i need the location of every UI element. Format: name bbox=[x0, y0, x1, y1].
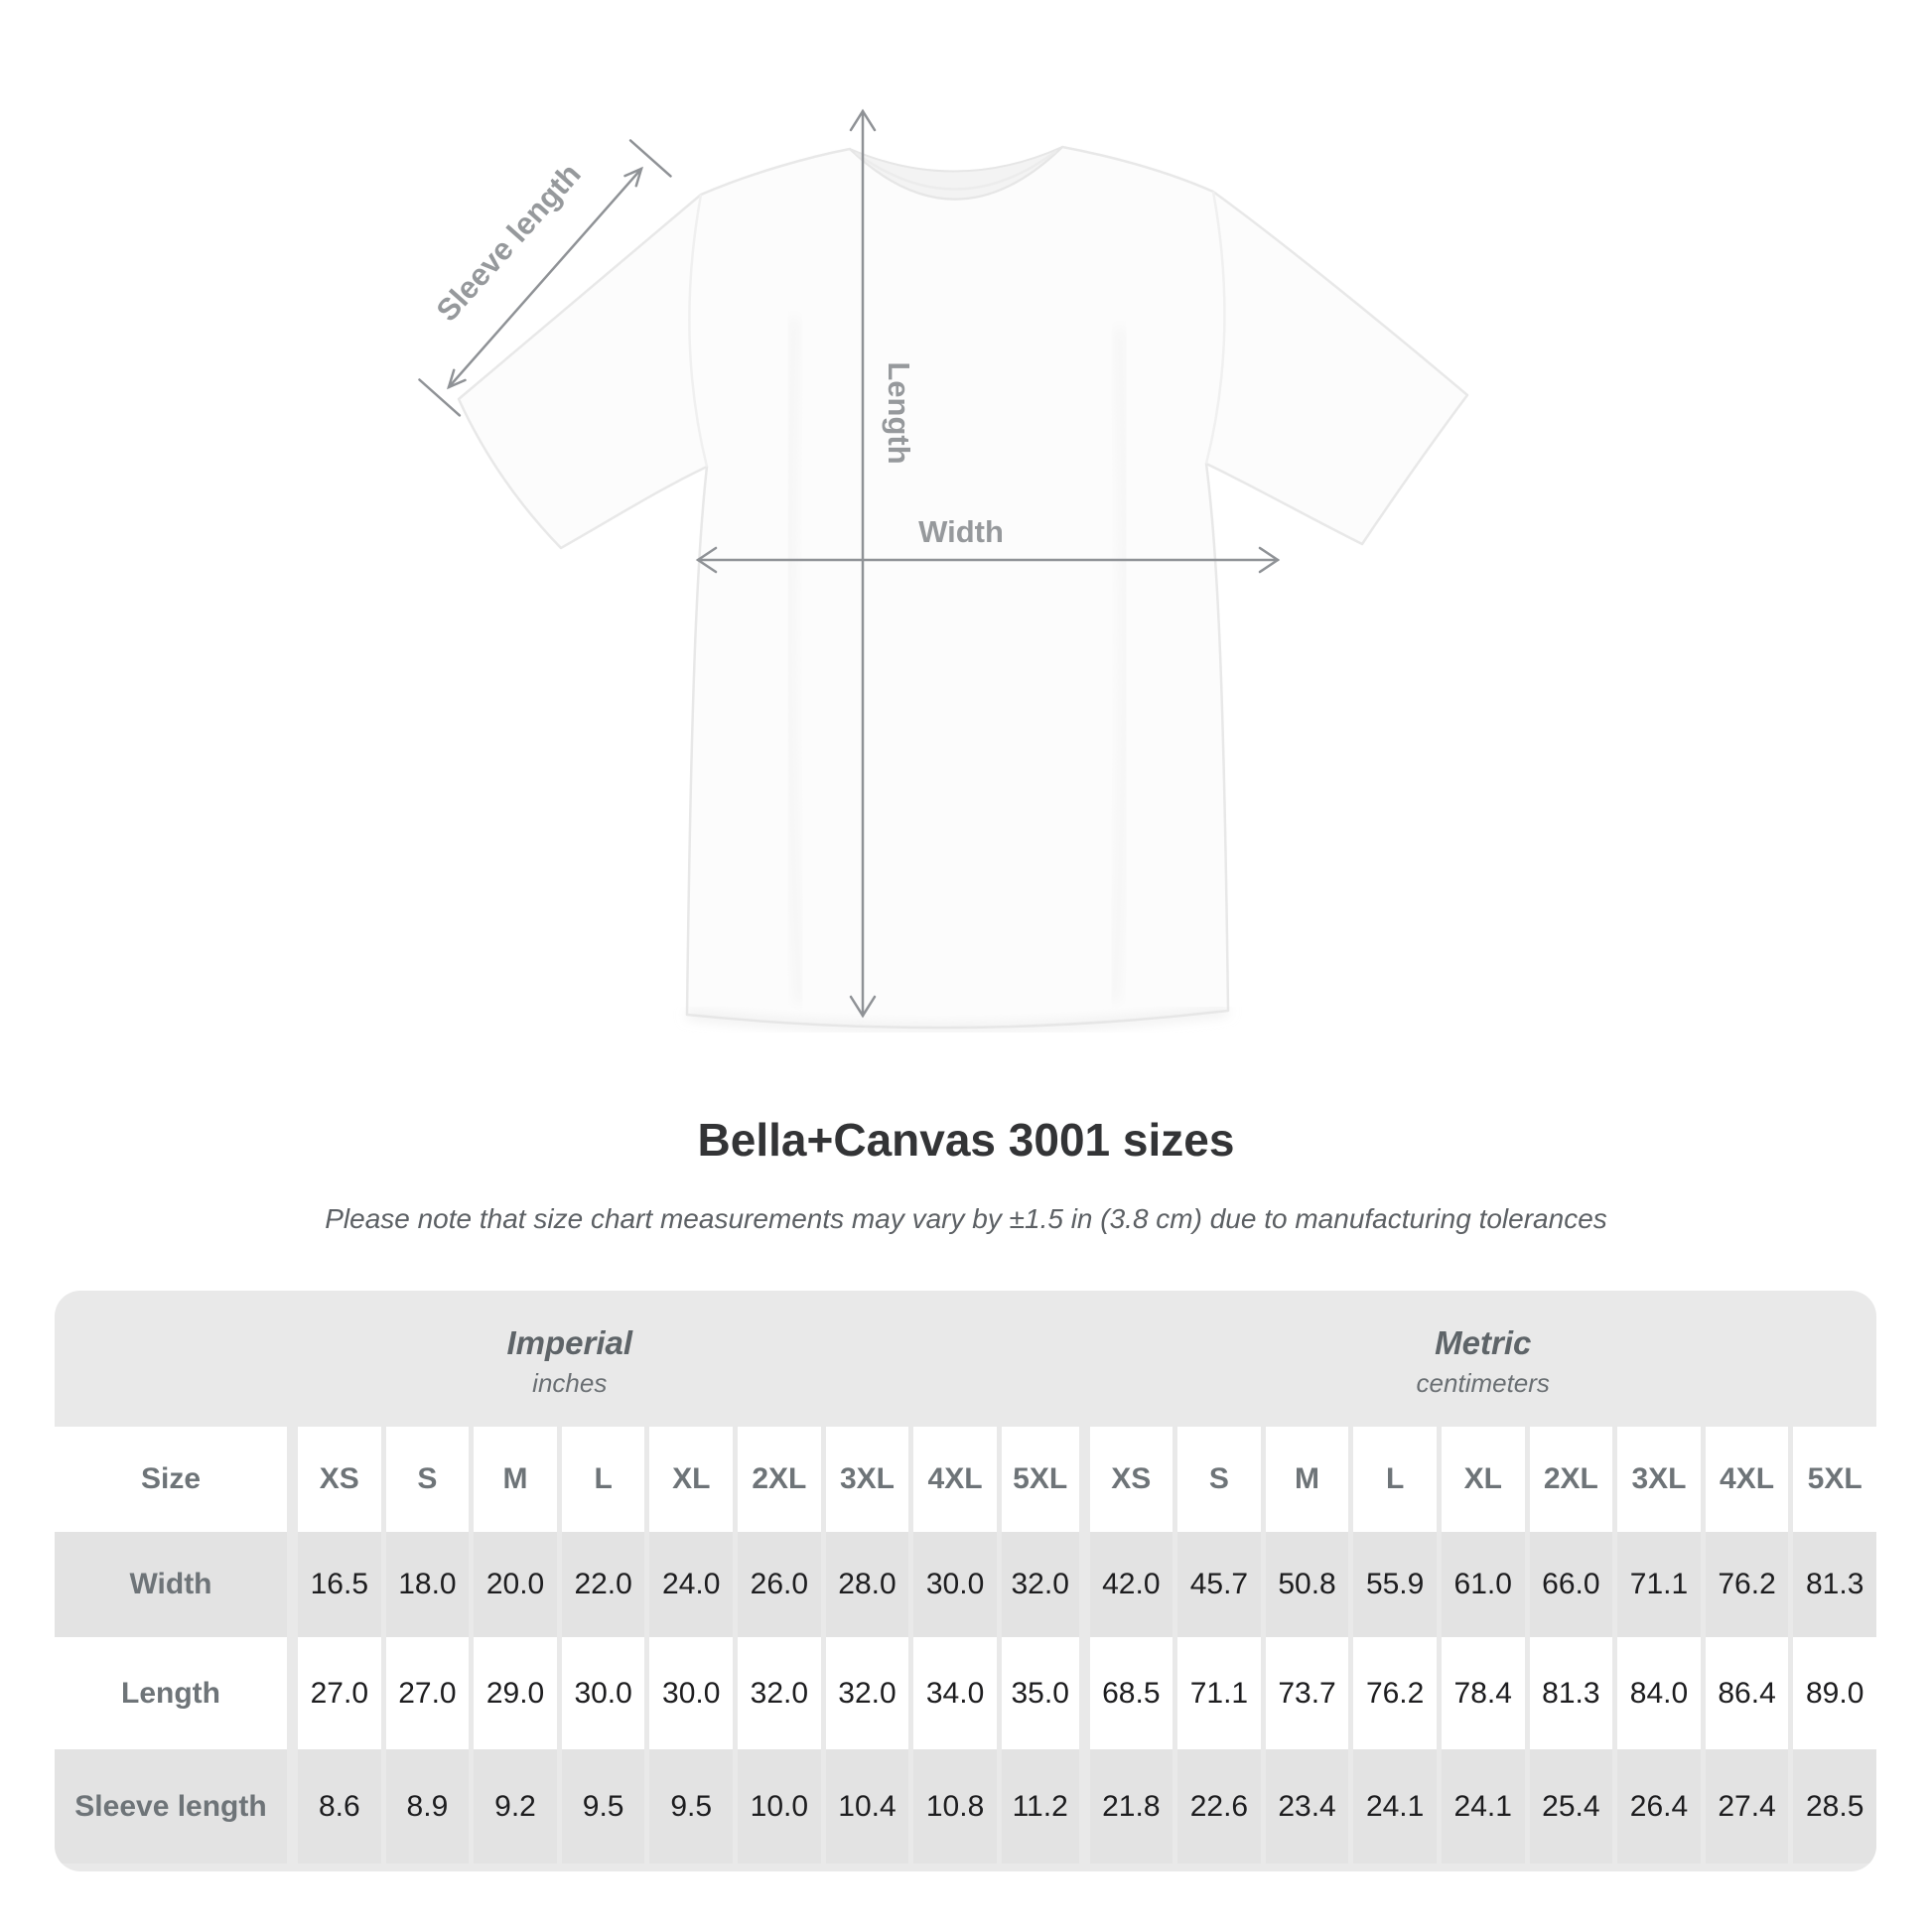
value-length-imperial-3xl: 32.0 bbox=[825, 1637, 909, 1749]
metric-group-header: Metric centimeters bbox=[1090, 1291, 1877, 1427]
col-header-metric-s: S bbox=[1177, 1427, 1261, 1532]
value-sleeve-length-imperial-2xl: 10.0 bbox=[738, 1749, 821, 1863]
col-header-imperial-s: S bbox=[385, 1427, 470, 1532]
row-header-width: Width bbox=[55, 1532, 293, 1637]
value-length-imperial-4xl: 34.0 bbox=[913, 1637, 997, 1749]
value-sleeve-length-imperial-l: 9.5 bbox=[561, 1749, 645, 1863]
value-sleeve-length-imperial-m: 9.2 bbox=[474, 1749, 557, 1863]
value-width-imperial-2xl: 26.0 bbox=[738, 1532, 821, 1637]
value-width-metric-4xl: 76.2 bbox=[1705, 1532, 1789, 1637]
value-length-metric-5xl: 89.0 bbox=[1793, 1637, 1876, 1749]
value-length-imperial-xl: 30.0 bbox=[649, 1637, 734, 1749]
value-sleeve-length-imperial-3xl: 10.4 bbox=[825, 1749, 909, 1863]
value-length-metric-xs: 68.5 bbox=[1089, 1637, 1173, 1749]
value-width-imperial-xl: 24.0 bbox=[649, 1532, 734, 1637]
col-header-imperial-l: L bbox=[561, 1427, 645, 1532]
col-header-imperial-xs: XS bbox=[298, 1427, 381, 1532]
value-sleeve-length-metric-3xl: 26.4 bbox=[1617, 1749, 1701, 1863]
width-label: Width bbox=[918, 514, 1004, 549]
value-width-imperial-5xl: 32.0 bbox=[1001, 1532, 1085, 1637]
value-sleeve-length-metric-l: 24.1 bbox=[1353, 1749, 1437, 1863]
metric-unit: centimeters bbox=[1416, 1368, 1550, 1398]
value-width-metric-s: 45.7 bbox=[1177, 1532, 1261, 1637]
value-width-metric-m: 50.8 bbox=[1265, 1532, 1349, 1637]
value-sleeve-length-imperial-xl: 9.5 bbox=[649, 1749, 734, 1863]
col-header-metric-xl: XL bbox=[1441, 1427, 1525, 1532]
value-width-imperial-l: 22.0 bbox=[561, 1532, 645, 1637]
corner-header-size: Size bbox=[55, 1427, 293, 1532]
value-width-metric-xs: 42.0 bbox=[1089, 1532, 1173, 1637]
tolerance-note: Please note that size chart measurements… bbox=[325, 1203, 1607, 1234]
col-header-metric-l: L bbox=[1353, 1427, 1437, 1532]
value-length-imperial-m: 29.0 bbox=[474, 1637, 557, 1749]
value-width-metric-5xl: 81.3 bbox=[1793, 1532, 1876, 1637]
col-header-imperial-4xl: 4XL bbox=[913, 1427, 997, 1532]
col-header-metric-xs: XS bbox=[1089, 1427, 1173, 1532]
value-width-imperial-xs: 16.5 bbox=[298, 1532, 381, 1637]
value-length-imperial-2xl: 32.0 bbox=[738, 1637, 821, 1749]
value-sleeve-length-metric-s: 22.6 bbox=[1177, 1749, 1261, 1863]
value-width-metric-l: 55.9 bbox=[1353, 1532, 1437, 1637]
value-sleeve-length-imperial-5xl: 11.2 bbox=[1001, 1749, 1085, 1863]
imperial-label: Imperial bbox=[506, 1324, 633, 1361]
imperial-unit: inches bbox=[532, 1368, 608, 1398]
size-table-grid: Imperial inches Metric centimeters Size X… bbox=[55, 1291, 1876, 1863]
value-width-metric-xl: 61.0 bbox=[1441, 1532, 1525, 1637]
tshirt-diagram: Sleeve length Length Width bbox=[418, 108, 1469, 1032]
imperial-group-header: Imperial inches bbox=[55, 1291, 1085, 1427]
value-width-imperial-4xl: 30.0 bbox=[913, 1532, 997, 1637]
col-header-imperial-xl: XL bbox=[649, 1427, 734, 1532]
col-header-metric-5xl: 5XL bbox=[1793, 1427, 1876, 1532]
col-header-imperial-3xl: 3XL bbox=[825, 1427, 909, 1532]
value-sleeve-length-imperial-xs: 8.6 bbox=[298, 1749, 381, 1863]
sleeve-length-dimension-arrow bbox=[418, 139, 672, 417]
value-sleeve-length-metric-4xl: 27.4 bbox=[1705, 1749, 1789, 1863]
length-dimension-arrow bbox=[849, 108, 877, 1019]
value-width-imperial-m: 20.0 bbox=[474, 1532, 557, 1637]
value-length-metric-2xl: 81.3 bbox=[1529, 1637, 1613, 1749]
tshirt-graphic bbox=[457, 145, 1469, 1032]
sleeve-length-label: Sleeve length bbox=[430, 157, 588, 329]
metric-label: Metric bbox=[1435, 1324, 1532, 1361]
value-length-imperial-xs: 27.0 bbox=[298, 1637, 381, 1749]
length-label: Length bbox=[882, 361, 916, 464]
value-sleeve-length-imperial-s: 8.9 bbox=[385, 1749, 470, 1863]
value-length-metric-4xl: 86.4 bbox=[1705, 1637, 1789, 1749]
value-sleeve-length-metric-2xl: 25.4 bbox=[1529, 1749, 1613, 1863]
value-length-metric-s: 71.1 bbox=[1177, 1637, 1261, 1749]
value-length-metric-3xl: 84.0 bbox=[1617, 1637, 1701, 1749]
page-title: Bella+Canvas 3001 sizes bbox=[697, 1114, 1235, 1166]
width-dimension-arrow bbox=[695, 546, 1281, 574]
value-length-metric-m: 73.7 bbox=[1265, 1637, 1349, 1749]
col-header-metric-3xl: 3XL bbox=[1617, 1427, 1701, 1532]
value-length-metric-xl: 78.4 bbox=[1441, 1637, 1525, 1749]
value-sleeve-length-metric-xl: 24.1 bbox=[1441, 1749, 1525, 1863]
row-header-length: Length bbox=[55, 1637, 293, 1749]
size-table: Imperial inches Metric centimeters Size X… bbox=[55, 1291, 1876, 1871]
value-length-imperial-5xl: 35.0 bbox=[1001, 1637, 1085, 1749]
value-sleeve-length-imperial-4xl: 10.8 bbox=[913, 1749, 997, 1863]
value-sleeve-length-metric-xs: 21.8 bbox=[1089, 1749, 1173, 1863]
value-width-imperial-s: 18.0 bbox=[385, 1532, 470, 1637]
col-header-metric-m: M bbox=[1265, 1427, 1349, 1532]
col-header-imperial-5xl: 5XL bbox=[1001, 1427, 1085, 1532]
row-header-sleeve-length: Sleeve length bbox=[55, 1749, 293, 1863]
value-width-imperial-3xl: 28.0 bbox=[825, 1532, 909, 1637]
col-header-imperial-m: M bbox=[474, 1427, 557, 1532]
value-sleeve-length-metric-5xl: 28.5 bbox=[1793, 1749, 1876, 1863]
value-length-imperial-l: 30.0 bbox=[561, 1637, 645, 1749]
col-header-metric-4xl: 4XL bbox=[1705, 1427, 1789, 1532]
col-header-imperial-2xl: 2XL bbox=[738, 1427, 821, 1532]
col-header-metric-2xl: 2XL bbox=[1529, 1427, 1613, 1532]
value-width-metric-2xl: 66.0 bbox=[1529, 1532, 1613, 1637]
value-length-metric-l: 76.2 bbox=[1353, 1637, 1437, 1749]
value-length-imperial-s: 27.0 bbox=[385, 1637, 470, 1749]
value-width-metric-3xl: 71.1 bbox=[1617, 1532, 1701, 1637]
value-sleeve-length-metric-m: 23.4 bbox=[1265, 1749, 1349, 1863]
